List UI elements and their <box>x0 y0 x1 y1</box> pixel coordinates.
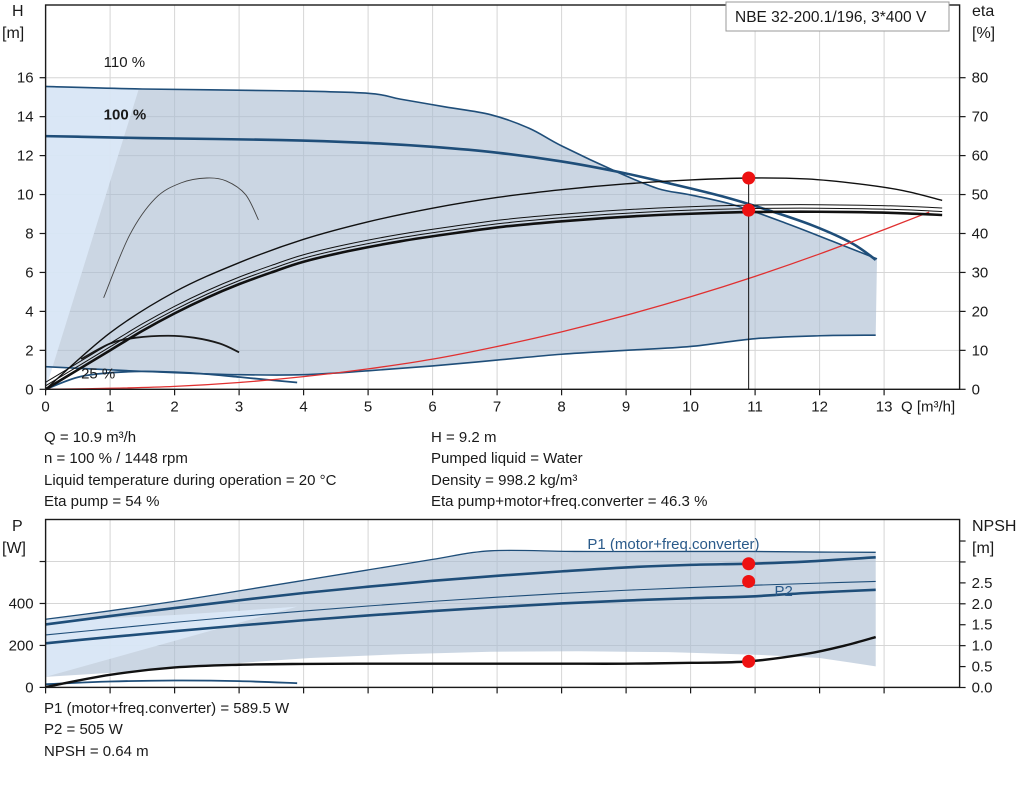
svg-text:[m]: [m] <box>2 25 24 42</box>
svg-text:eta: eta <box>972 3 994 20</box>
svg-text:P: P <box>12 518 23 535</box>
svg-text:0: 0 <box>41 398 49 415</box>
svg-text:1.5: 1.5 <box>972 617 993 634</box>
svg-text:70: 70 <box>972 109 989 126</box>
svg-text:2.0: 2.0 <box>972 596 993 613</box>
svg-text:0.0: 0.0 <box>972 680 993 697</box>
svg-text:Q [m³/h]: Q [m³/h] <box>901 398 955 415</box>
svg-text:7: 7 <box>493 398 501 415</box>
svg-text:16: 16 <box>17 70 34 87</box>
svg-text:0: 0 <box>25 381 33 398</box>
svg-text:20: 20 <box>972 303 989 320</box>
svg-text:1: 1 <box>106 398 114 415</box>
svg-text:25 %: 25 % <box>81 366 115 383</box>
svg-text:1.0: 1.0 <box>972 638 993 655</box>
svg-text:[m]: [m] <box>972 540 994 557</box>
svg-text:8: 8 <box>557 398 565 415</box>
svg-text:H: H <box>12 3 24 20</box>
svg-text:200: 200 <box>9 637 34 654</box>
svg-text:50: 50 <box>972 187 989 204</box>
svg-text:400: 400 <box>9 595 34 612</box>
svg-text:5: 5 <box>364 398 372 415</box>
svg-text:6: 6 <box>428 398 436 415</box>
svg-text:P1 (motor+freq.converter): P1 (motor+freq.converter) <box>587 536 759 553</box>
svg-text:10: 10 <box>682 398 699 415</box>
svg-text:8: 8 <box>25 226 33 243</box>
svg-text:10: 10 <box>17 187 34 204</box>
svg-text:4: 4 <box>299 398 307 415</box>
svg-text:NPSH: NPSH <box>972 518 1016 535</box>
svg-text:14: 14 <box>17 109 34 126</box>
svg-text:4: 4 <box>25 303 33 320</box>
svg-text:[W]: [W] <box>2 540 26 557</box>
svg-text:13: 13 <box>876 398 893 415</box>
svg-text:0: 0 <box>972 381 980 398</box>
svg-text:12: 12 <box>811 398 828 415</box>
svg-text:2: 2 <box>25 342 33 359</box>
svg-text:2.5: 2.5 <box>972 575 993 592</box>
svg-text:100 %: 100 % <box>104 107 147 124</box>
svg-text:40: 40 <box>972 226 989 243</box>
svg-text:30: 30 <box>972 264 989 281</box>
svg-text:60: 60 <box>972 148 989 165</box>
svg-text:10: 10 <box>972 342 989 359</box>
svg-text:2: 2 <box>170 398 178 415</box>
svg-text:3: 3 <box>235 398 243 415</box>
svg-text:12: 12 <box>17 148 34 165</box>
svg-text:NBE 32-200.1/196, 3*400 V: NBE 32-200.1/196, 3*400 V <box>735 9 927 26</box>
svg-text:6: 6 <box>25 264 33 281</box>
svg-text:110 %: 110 % <box>104 54 145 71</box>
svg-text:9: 9 <box>622 398 630 415</box>
svg-text:80: 80 <box>972 70 989 87</box>
svg-text:11: 11 <box>747 398 763 415</box>
svg-text:0: 0 <box>25 679 33 696</box>
svg-text:[%]: [%] <box>972 25 995 42</box>
svg-text:0.5: 0.5 <box>972 659 993 676</box>
svg-text:P2: P2 <box>774 583 792 600</box>
